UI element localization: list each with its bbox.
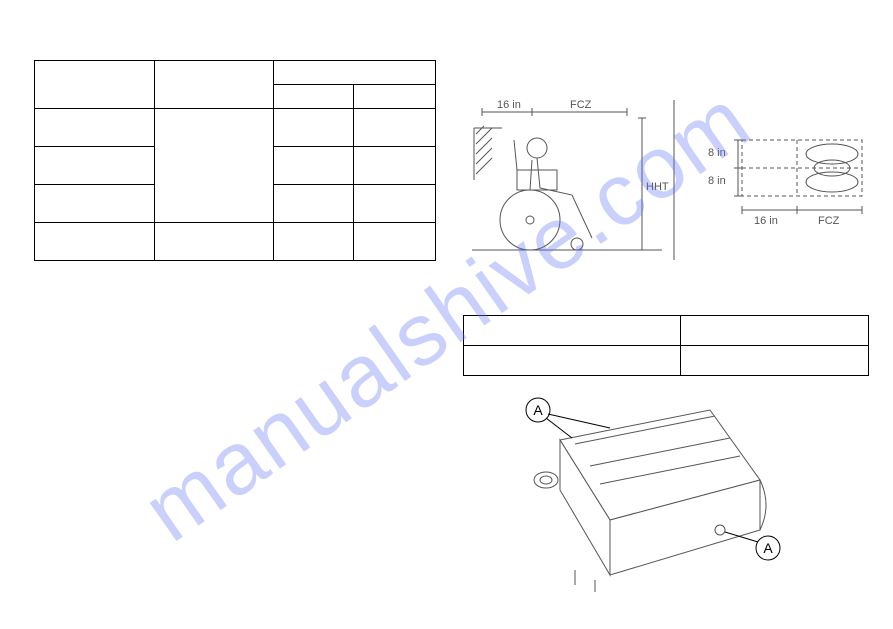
- wheelchair-top-diagram: 8 in 8 in 16 in FCZ: [708, 140, 862, 227]
- spec-table-1: [34, 60, 436, 261]
- t2-cell: [464, 346, 681, 376]
- label-8in-b: 8 in: [708, 175, 726, 187]
- t2-cell: [464, 316, 681, 346]
- device-diagram: A A: [500, 380, 810, 600]
- t1-cell: [274, 223, 354, 261]
- label-fcz: FCZ: [570, 100, 592, 111]
- label-hht: HHT: [646, 181, 669, 193]
- t1-cell: [154, 223, 274, 261]
- t1-cell: [274, 147, 354, 185]
- t1-cell: [354, 223, 436, 261]
- t1-cell: [154, 109, 274, 223]
- spec-table-2: [463, 315, 869, 376]
- label-fcz-b: FCZ: [818, 215, 840, 227]
- t1-cell: [274, 85, 354, 109]
- t1-cell: [354, 109, 436, 147]
- t1-cell: [35, 147, 155, 185]
- t1-cell: [35, 61, 155, 109]
- label-16in-b: 16 in: [754, 215, 778, 227]
- t1-cell: [35, 223, 155, 261]
- clearance-diagrams: 16 in FCZ HHT: [462, 100, 872, 280]
- label-8in-a: 8 in: [708, 147, 726, 159]
- t1-cell: [35, 109, 155, 147]
- wheelchair-side-diagram: 16 in FCZ HHT: [472, 100, 674, 260]
- t1-cell: [274, 109, 354, 147]
- t2-cell: [681, 346, 869, 376]
- label-16in: 16 in: [497, 100, 521, 111]
- t1-cell: [274, 61, 436, 85]
- callout-a-1: A: [526, 398, 610, 438]
- callout-label: A: [763, 540, 773, 556]
- t1-cell: [354, 85, 436, 109]
- t2-cell: [681, 316, 869, 346]
- t1-cell: [154, 61, 274, 109]
- t1-cell: [354, 185, 436, 223]
- t1-cell: [274, 185, 354, 223]
- callout-label: A: [533, 402, 543, 418]
- t1-cell: [354, 147, 436, 185]
- t1-cell: [35, 185, 155, 223]
